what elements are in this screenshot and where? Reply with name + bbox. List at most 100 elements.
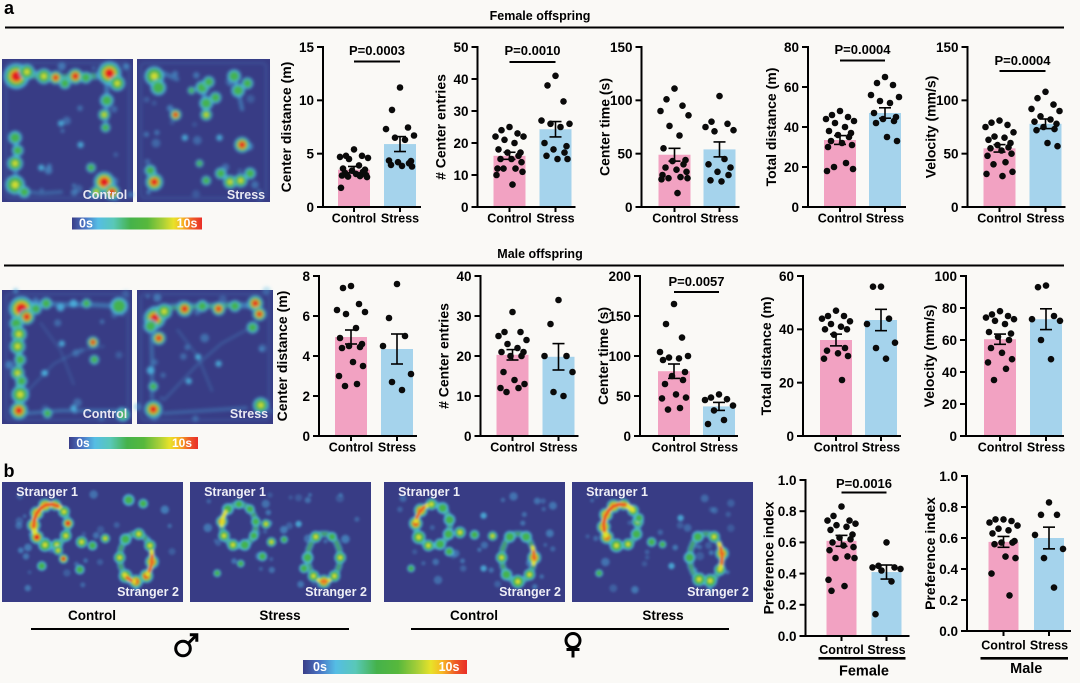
svg-text:0: 0 (302, 429, 310, 444)
svg-text:100: 100 (610, 93, 633, 108)
svg-text:Control: Control (487, 212, 531, 226)
svg-text:0: 0 (791, 200, 799, 215)
svg-text:0s: 0s (76, 436, 90, 450)
svg-text:0: 0 (464, 429, 472, 444)
svg-text:15: 15 (299, 40, 315, 55)
svg-text:Stress: Stress (230, 407, 268, 421)
svg-text:150: 150 (608, 309, 631, 324)
svg-text:Stranger 2: Stranger 2 (687, 585, 749, 599)
svg-text:Control: Control (978, 441, 1022, 455)
svg-text:Stress: Stress (227, 188, 265, 202)
svg-text:Stress: Stress (867, 643, 905, 657)
svg-text:Stress: Stress (1027, 441, 1065, 455)
svg-text:Center distance (m): Center distance (m) (274, 291, 290, 422)
svg-text:5: 5 (306, 146, 314, 161)
svg-text:Stress: Stress (700, 441, 738, 455)
svg-text:Stress: Stress (700, 212, 738, 226)
svg-text:P=0.0003: P=0.0003 (349, 43, 405, 58)
svg-text:Stress: Stress (1030, 639, 1068, 653)
svg-text:80: 80 (784, 40, 799, 55)
svg-text:60: 60 (779, 269, 794, 284)
svg-text:Male: Male (1010, 661, 1042, 677)
svg-text:40: 40 (456, 269, 471, 284)
svg-text:100: 100 (608, 349, 631, 364)
svg-text:Control: Control (450, 608, 498, 623)
svg-text:Stranger 2: Stranger 2 (305, 585, 367, 599)
svg-text:Center time (s): Center time (s) (595, 307, 611, 405)
svg-text:0.4: 0.4 (778, 566, 797, 581)
svg-text:50: 50 (616, 389, 631, 404)
svg-text:60: 60 (784, 80, 799, 95)
svg-text:0.6: 0.6 (939, 531, 958, 546)
svg-text:0.0: 0.0 (778, 629, 797, 644)
svg-text:0.8: 0.8 (939, 500, 958, 515)
svg-text:Control: Control (814, 441, 858, 455)
svg-text:4: 4 (302, 349, 310, 364)
svg-text:0: 0 (949, 429, 957, 444)
svg-text:6: 6 (302, 309, 310, 324)
svg-text:P=0.0016: P=0.0016 (836, 476, 892, 491)
svg-text:100: 100 (934, 269, 957, 284)
svg-text:0s: 0s (79, 217, 93, 231)
svg-text:30: 30 (456, 309, 471, 324)
svg-text:20: 20 (779, 375, 794, 390)
svg-text:Total distance (m): Total distance (m) (763, 68, 779, 187)
svg-text:0.2: 0.2 (939, 593, 958, 608)
svg-text:150: 150 (936, 40, 959, 55)
svg-text:Stranger 1: Stranger 1 (16, 485, 78, 499)
svg-text:Preference index: Preference index (922, 497, 938, 610)
svg-text:0s: 0s (313, 660, 327, 674)
svg-text:150: 150 (610, 40, 633, 55)
svg-text:Female offspring: Female offspring (490, 9, 591, 23)
svg-text:a: a (4, 0, 15, 18)
svg-text:Male offspring: Male offspring (497, 247, 582, 261)
svg-text:Control: Control (329, 441, 373, 455)
svg-text:1.0: 1.0 (939, 469, 958, 484)
svg-text:20: 20 (453, 136, 468, 151)
svg-text:20: 20 (784, 160, 799, 175)
svg-text:Control: Control (83, 407, 127, 421)
svg-text:Stress: Stress (378, 441, 416, 455)
svg-text:0: 0 (625, 200, 633, 215)
svg-text:b: b (4, 461, 15, 481)
svg-text:10s: 10s (172, 436, 192, 450)
svg-text:Stress: Stress (381, 212, 419, 226)
svg-text:50: 50 (943, 146, 958, 161)
svg-text:Stress: Stress (642, 608, 683, 623)
svg-text:40: 40 (453, 72, 468, 87)
svg-text:0: 0 (306, 200, 314, 215)
svg-text:0: 0 (623, 429, 631, 444)
svg-text:10: 10 (456, 389, 471, 404)
svg-text:10: 10 (299, 93, 314, 108)
svg-text:10s: 10s (439, 660, 460, 674)
svg-text:Stranger 1: Stranger 1 (398, 485, 460, 499)
svg-text:2: 2 (302, 389, 310, 404)
svg-text:Control: Control (652, 441, 696, 455)
svg-text:100: 100 (936, 93, 959, 108)
svg-text:P=0.0010: P=0.0010 (504, 43, 560, 58)
svg-text:0: 0 (951, 200, 959, 215)
svg-text:Control: Control (83, 188, 127, 202)
svg-text:0: 0 (786, 429, 794, 444)
svg-text:Control: Control (818, 212, 862, 226)
svg-text:Center time (s): Center time (s) (597, 78, 613, 176)
svg-text:Stress: Stress (862, 441, 900, 455)
svg-text:Control: Control (68, 608, 116, 623)
svg-text:10: 10 (453, 168, 468, 183)
svg-text:0.0: 0.0 (939, 624, 958, 639)
svg-text:Control: Control (819, 643, 863, 657)
svg-text:Control: Control (332, 212, 376, 226)
svg-text:P=0.0057: P=0.0057 (668, 274, 724, 289)
svg-text:P=0.0004: P=0.0004 (994, 53, 1051, 68)
svg-text:8: 8 (302, 269, 310, 284)
svg-text:0: 0 (461, 200, 469, 215)
svg-text:0.8: 0.8 (778, 504, 797, 519)
svg-text:1.0: 1.0 (778, 473, 797, 488)
svg-text:40: 40 (779, 322, 794, 337)
svg-text:Control: Control (981, 639, 1025, 653)
svg-text:0.6: 0.6 (778, 535, 797, 550)
svg-text:Stranger 1: Stranger 1 (586, 485, 648, 499)
svg-text:P=0.0004: P=0.0004 (834, 42, 891, 57)
svg-text:Stress: Stress (866, 212, 904, 226)
svg-text:40: 40 (784, 120, 799, 135)
